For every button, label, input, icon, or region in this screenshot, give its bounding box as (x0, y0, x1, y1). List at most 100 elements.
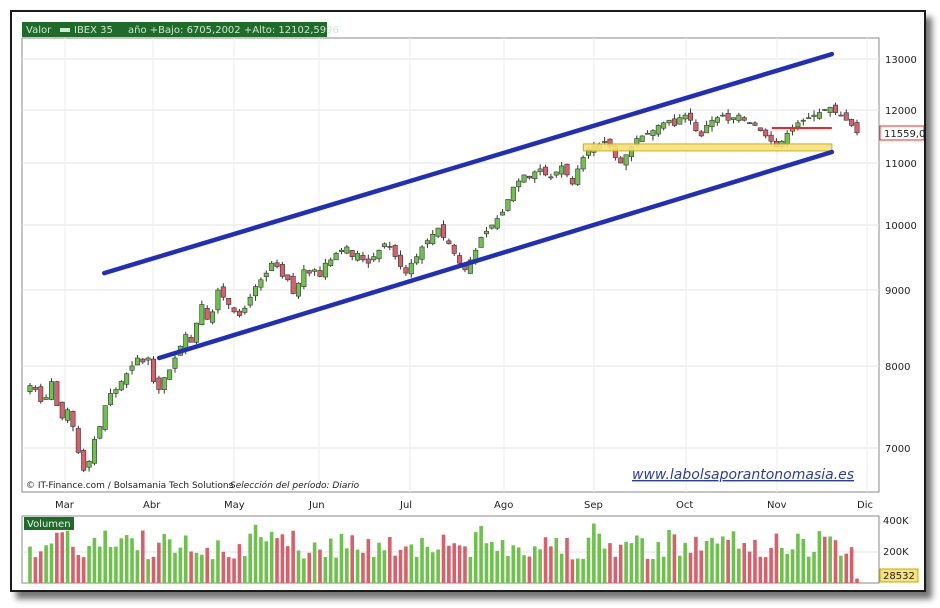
candle-body (661, 122, 667, 129)
last-price-label: 11559,0 (884, 129, 924, 140)
x-tick-label: Sep (584, 500, 603, 511)
candle-body (408, 262, 414, 275)
candle-body (129, 365, 135, 371)
volume-bar (200, 554, 204, 583)
y-tick-label: 10000 (885, 221, 917, 232)
price-axis: 13000 12000 11000 10000 9000 8000 7000 (885, 55, 917, 455)
volume-bar (173, 552, 177, 583)
volume-bar (629, 543, 634, 583)
volume-bar (377, 542, 381, 583)
volume-bar (796, 533, 800, 583)
candle-body (816, 112, 822, 119)
candle-body (575, 168, 581, 185)
volume-bar (275, 538, 279, 583)
volume-bar (98, 546, 102, 583)
volume-bar (436, 549, 440, 583)
volume-bar (243, 555, 247, 583)
volume-bar (60, 532, 65, 583)
volume-bar (151, 556, 156, 583)
volume-bar (130, 538, 134, 583)
channel-upper-line (102, 51, 835, 276)
volume-bar (92, 537, 97, 583)
candle-body (387, 246, 393, 248)
volume-bar (554, 538, 559, 583)
volume-bar (167, 539, 172, 583)
volume-bar (366, 539, 371, 583)
candle-body (553, 171, 559, 176)
volume-bar (672, 534, 677, 583)
candle-body (671, 118, 677, 126)
candle-body (263, 272, 269, 278)
candle-body (376, 249, 382, 260)
volume-bar (328, 538, 333, 583)
candle-body (806, 117, 812, 120)
candle-body (532, 171, 538, 179)
y-tick-label: 13000 (885, 55, 917, 66)
volume-bar (259, 537, 263, 583)
candle-body (580, 157, 586, 170)
x-tick-label: Ago (494, 500, 513, 511)
candle-body (145, 357, 151, 361)
y-tick-label: 8000 (885, 362, 910, 373)
candle-body (709, 119, 715, 128)
volume-bar (323, 556, 328, 583)
candle-body (97, 426, 103, 439)
candle-body (188, 336, 194, 343)
candle-body (398, 254, 404, 267)
volume-bar (355, 549, 360, 583)
volume-bar (667, 529, 671, 583)
volume-bar (119, 538, 124, 583)
candle-body (151, 358, 157, 382)
volume-bar (844, 553, 849, 583)
candle-body (161, 377, 167, 390)
candle-body (623, 154, 629, 166)
candle-body (763, 129, 769, 137)
watermark-link[interactable]: www.labolsaporantonomasia.es (632, 467, 854, 483)
candle-body (231, 307, 237, 313)
volume-bar (640, 538, 644, 583)
candle-body (440, 224, 446, 238)
x-tick-label: Jun (308, 500, 325, 511)
candle-body (768, 134, 774, 142)
volume-bar (291, 530, 295, 583)
volume-bar (624, 541, 628, 583)
volume-bar (780, 548, 784, 583)
volume-bar (506, 555, 510, 583)
candle-body (81, 450, 87, 471)
candle-body (757, 127, 763, 131)
volume-bar (677, 555, 682, 583)
volume-bar (785, 553, 789, 583)
volume-bar (801, 538, 806, 583)
candle-body (526, 175, 532, 179)
overlays (102, 51, 835, 361)
candle-body (720, 114, 726, 117)
volume-bar (828, 536, 832, 583)
candle-body (253, 286, 259, 297)
volume-bar (613, 556, 618, 583)
candle-body (381, 243, 387, 248)
volume-bar (205, 547, 210, 583)
volume-bar (296, 550, 301, 583)
volume-bar (565, 537, 569, 583)
volume-bar (371, 556, 376, 583)
candle-body (414, 256, 420, 264)
volume-bar (216, 540, 220, 583)
volume-bar (586, 537, 591, 583)
volume-bar (774, 533, 779, 583)
volume-bar (490, 541, 494, 583)
candle-body (822, 109, 828, 111)
volume-bar (806, 556, 811, 583)
last-price-box (879, 125, 924, 141)
candle-body (548, 176, 554, 179)
candle-body (516, 180, 522, 188)
volume-bar (473, 532, 478, 583)
candle-body (338, 249, 344, 252)
volume-bar (307, 552, 312, 583)
volume-bar (248, 533, 252, 583)
volume-bar (226, 557, 231, 583)
volume-bar (414, 556, 419, 583)
candle-body (854, 122, 860, 134)
volume-bar (763, 557, 768, 583)
candle-body (113, 389, 119, 394)
candle-body (569, 178, 575, 185)
